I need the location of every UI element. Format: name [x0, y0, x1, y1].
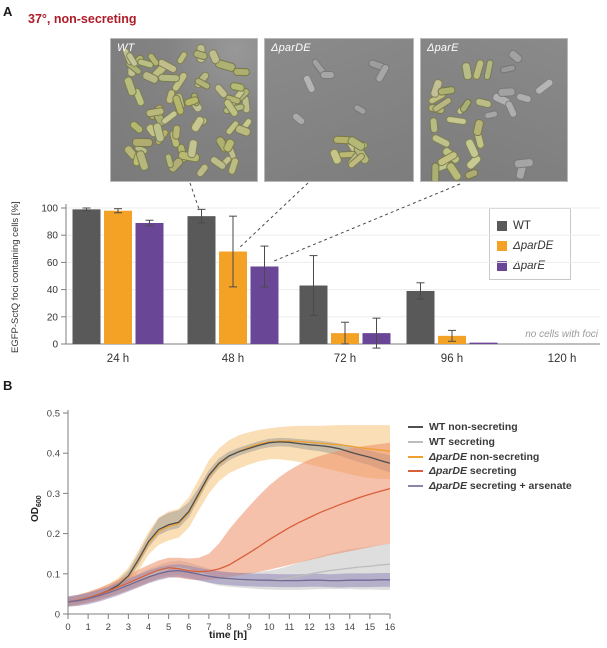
legend-item: ΔparDE secreting + arsenate [408, 479, 572, 494]
tick-label: 0 [52, 340, 58, 351]
tick-label: 6 [186, 622, 191, 633]
legend-swatch [497, 261, 507, 271]
tick-label: 72 h [334, 353, 356, 365]
no-foci-annotation: no cells with foci [525, 329, 598, 340]
tick-label: 0.1 [47, 569, 60, 580]
linechart-legend: WT non-secreting WT secreting ΔparDE non-s… [408, 420, 572, 493]
bar [469, 342, 498, 344]
legend-label: ΔparDE non-secreting [429, 450, 540, 463]
legend-line-swatch [408, 441, 423, 444]
legend-label: ΔparDE [513, 240, 554, 252]
tick-label: 5 [166, 622, 171, 633]
connector-dashed-line [189, 182, 200, 210]
micrograph-wt-label: WT [117, 42, 135, 54]
tick-label: 40 [47, 285, 59, 296]
tick-label: 100 [41, 204, 58, 215]
micrograph-wt: WT [110, 38, 258, 182]
tick-label: 14 [344, 622, 355, 633]
legend-item: WT secreting [408, 435, 572, 450]
legend-item: ΔparE [497, 256, 570, 276]
legend-line-swatch [408, 455, 423, 458]
tick-label: 48 h [222, 353, 244, 365]
tick-label: 13 [324, 622, 335, 633]
tick-label: 0 [55, 610, 60, 621]
legend-swatch [497, 241, 507, 251]
legend-item: ΔparDE non-secreting [408, 449, 572, 464]
legend-label: ΔparDE secreting [429, 465, 517, 478]
tick-label: 80 [47, 231, 59, 242]
panel-a-title: 37°, non-secreting [28, 12, 137, 26]
data-line [67, 569, 390, 603]
legend-line-swatch [408, 426, 423, 429]
tick-label: 20 [47, 312, 59, 323]
legend-label: WT non-secreting [429, 421, 518, 434]
bar [104, 210, 132, 344]
panel-a-label: A [3, 4, 13, 19]
tick-label: 10 [264, 622, 275, 633]
micrograph-pardE: ΔparDE [264, 38, 414, 182]
confidence-band [68, 442, 390, 607]
tick-label: 15 [365, 622, 376, 633]
bar [135, 222, 164, 344]
bar [187, 216, 216, 344]
tick-label: 8 [226, 622, 231, 633]
legend-item: ΔparDE secreting [408, 464, 572, 479]
tick-label: 1 [85, 622, 90, 633]
tick-label: 60 [47, 258, 59, 269]
tick-label: 12 [304, 622, 315, 633]
data-line [67, 487, 391, 603]
connector-dashed-line [237, 182, 309, 250]
tick-label: 0 [65, 622, 70, 633]
legend-label: ΔparE [513, 260, 546, 272]
connector-dashed-line [273, 183, 461, 262]
legend-label: WT secreting [429, 436, 495, 449]
barchart-legend: WT ΔparDE ΔparE [489, 208, 571, 280]
tick-label: 0.5 [47, 409, 60, 420]
tick-label: 11 [284, 622, 294, 633]
tick-label: 96 h [441, 353, 463, 365]
micrograph-pardE-label: ΔparDE [271, 42, 311, 54]
tick-label: 4 [146, 622, 151, 633]
tick-label: 0.3 [47, 489, 60, 500]
data-line [67, 441, 391, 603]
tick-label: 9 [246, 622, 251, 633]
linechart-x-axis-title: time [h] [209, 629, 247, 641]
tick-label: 24 h [107, 353, 129, 365]
legend-swatch [497, 221, 507, 231]
data-line [67, 563, 391, 603]
tick-label: 0.2 [47, 529, 60, 540]
legend-item: WT [497, 216, 570, 236]
micrograph-parE: ΔparE [420, 38, 568, 182]
bar [406, 290, 435, 344]
legend-item: ΔparDE [497, 236, 570, 256]
tick-label: 16 [385, 622, 396, 633]
panel-b-label: B [3, 378, 13, 393]
tick-label: 2 [106, 622, 111, 633]
legend-label: WT [513, 220, 531, 232]
tick-label: 3 [126, 622, 131, 633]
tick-label: 7 [206, 622, 211, 633]
legend-item: WT non-secreting [408, 420, 572, 435]
legend-line-swatch [408, 485, 423, 488]
legend-line-swatch [408, 470, 423, 473]
tick-label: 120 h [548, 353, 577, 365]
legend-label: ΔparDE secreting + arsenate [429, 480, 572, 493]
bar [72, 209, 101, 344]
micrograph-parE-label: ΔparE [427, 42, 459, 54]
tick-label: 0.4 [47, 449, 60, 460]
